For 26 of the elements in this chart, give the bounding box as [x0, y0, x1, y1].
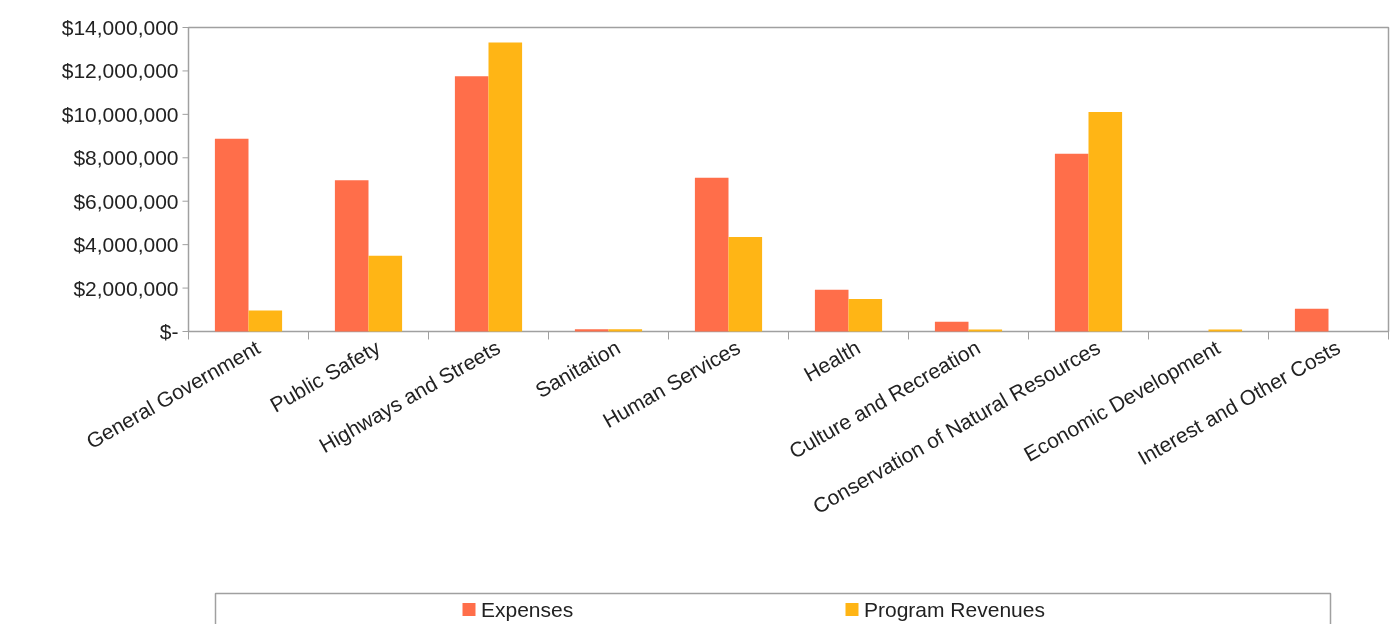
bar	[814, 289, 849, 332]
bar	[1294, 308, 1329, 332]
bar	[848, 298, 883, 332]
legend-label: Expenses	[481, 598, 574, 621]
bar	[488, 42, 523, 332]
y-tick-label: $-	[159, 320, 179, 343]
y-tick-label: $4,000,000	[73, 233, 179, 257]
bar	[214, 138, 249, 332]
y-tick-label: $12,000,000	[61, 59, 179, 83]
bar	[934, 321, 969, 332]
bar	[1054, 153, 1089, 332]
bar	[1088, 111, 1123, 332]
y-tick-label: $2,000,000	[73, 276, 179, 300]
bar	[574, 329, 609, 332]
y-tick-label: $6,000,000	[73, 189, 179, 213]
bar	[694, 177, 729, 332]
bar	[728, 237, 763, 332]
y-tick-label: $10,000,000	[61, 102, 179, 126]
bar	[368, 255, 403, 332]
bar	[334, 180, 369, 332]
y-tick-label: $8,000,000	[73, 146, 179, 170]
y-tick-label: $14,000,000	[61, 16, 179, 39]
bar	[454, 76, 489, 332]
bar	[608, 329, 643, 332]
bar	[248, 310, 283, 332]
legend-label: Program Revenues	[864, 598, 1045, 621]
